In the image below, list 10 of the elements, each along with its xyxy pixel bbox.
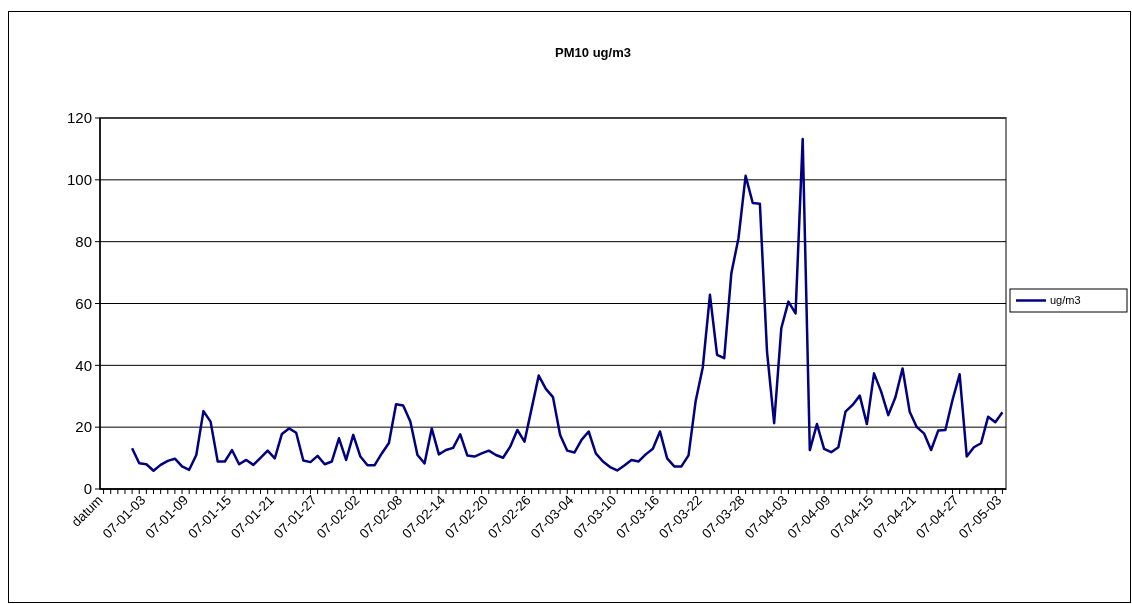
y-tick-label: 0 (83, 480, 92, 498)
y-tick-label: 120 (66, 109, 92, 127)
legend-label: ug/m3 (1050, 294, 1081, 307)
chart-title: PM10 ug/m3 (555, 45, 631, 60)
y-tick-label: 20 (75, 418, 92, 436)
y-tick-label: 100 (66, 171, 92, 189)
y-tick-label: 40 (75, 356, 92, 374)
y-tick-label: 60 (75, 294, 92, 312)
line-series (130, 137, 1004, 473)
y-tick-label: 80 (75, 232, 92, 250)
